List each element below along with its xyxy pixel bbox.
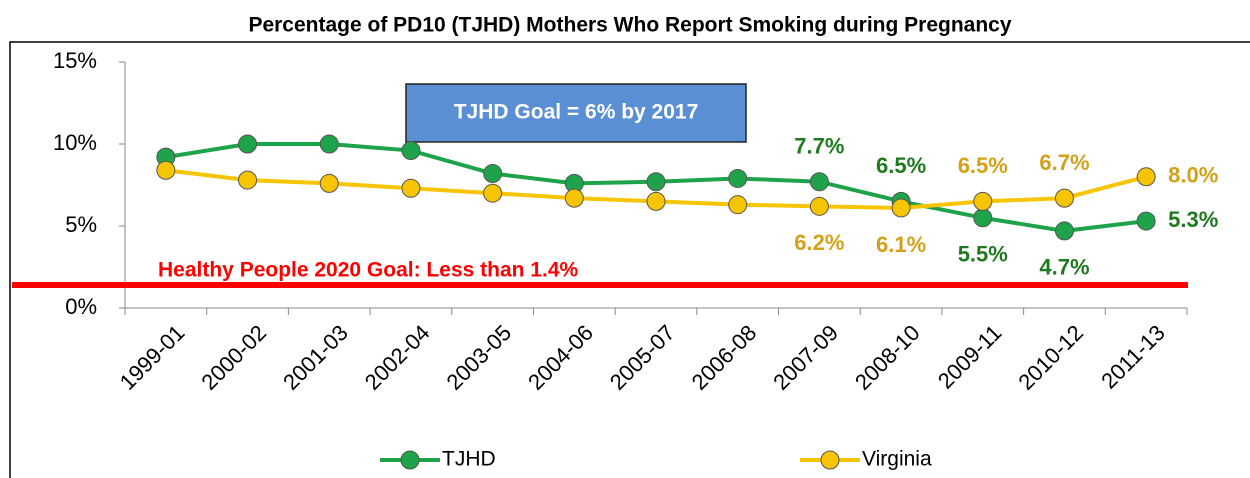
y-tick-label: 10% xyxy=(53,130,97,155)
point xyxy=(319,134,339,154)
y-tick-label: 15% xyxy=(53,48,97,73)
x-tick-label: 2002-04 xyxy=(360,320,435,395)
point xyxy=(319,173,339,193)
point xyxy=(973,208,993,228)
legend-marker xyxy=(820,450,840,470)
point xyxy=(646,172,666,192)
point xyxy=(156,160,176,180)
x-tick-label: 2007-09 xyxy=(768,320,843,395)
point xyxy=(973,191,993,211)
point xyxy=(401,178,421,198)
x-tick-label: 2009-11 xyxy=(933,320,1007,394)
point xyxy=(1136,211,1156,231)
legend-marker xyxy=(400,450,420,470)
point xyxy=(891,198,911,218)
value-label: 6.2% xyxy=(794,230,844,255)
legend-label: Virginia xyxy=(862,448,932,471)
point xyxy=(809,196,829,216)
point xyxy=(1136,167,1156,187)
y-tick-label: 0% xyxy=(65,294,97,319)
value-label: 7.7% xyxy=(794,134,844,159)
goal-text: TJHD Goal = 6% by 2017 xyxy=(454,101,699,124)
point xyxy=(1054,188,1074,208)
value-label: 6.5% xyxy=(876,153,926,178)
value-label: 6.7% xyxy=(1039,150,1089,175)
x-tick-label: 2003-05 xyxy=(441,320,516,395)
value-label: 5.3% xyxy=(1168,207,1218,232)
x-tick-label: 2008-10 xyxy=(850,320,925,395)
x-tick-label: 2006-08 xyxy=(687,320,762,395)
point xyxy=(238,134,258,154)
goal-box xyxy=(405,83,747,143)
reference-label: Healthy People 2020 Goal: Less than 1.4% xyxy=(158,259,578,282)
value-label: 4.7% xyxy=(1039,255,1089,280)
point xyxy=(809,172,829,192)
point xyxy=(1054,221,1074,241)
value-label: 6.5% xyxy=(958,153,1008,178)
y-tick-label: 5% xyxy=(65,212,97,237)
point xyxy=(483,164,503,184)
value-label: 5.5% xyxy=(958,242,1008,267)
legend-label: TJHD xyxy=(442,448,496,471)
x-tick-label: 2005-07 xyxy=(605,320,680,395)
x-tick-label: 1999-01 xyxy=(115,320,190,395)
point xyxy=(728,195,748,215)
x-tick-label: 2010-12 xyxy=(1013,320,1088,395)
point xyxy=(401,141,421,161)
x-tick-label: 2004-06 xyxy=(523,320,598,395)
point xyxy=(238,170,258,190)
point xyxy=(646,191,666,211)
point xyxy=(728,168,748,188)
value-label: 8.0% xyxy=(1168,163,1218,188)
x-tick-label: 2000-02 xyxy=(196,320,271,395)
chart-border xyxy=(9,41,1250,478)
x-tick-label: 2001-03 xyxy=(278,320,353,395)
point xyxy=(564,188,584,208)
chart-title: Percentage of PD10 (TJHD) Mothers Who Re… xyxy=(248,14,1011,37)
x-tick-label: 2011-13 xyxy=(1096,320,1170,394)
value-label: 6.1% xyxy=(876,232,926,257)
point xyxy=(483,183,503,203)
